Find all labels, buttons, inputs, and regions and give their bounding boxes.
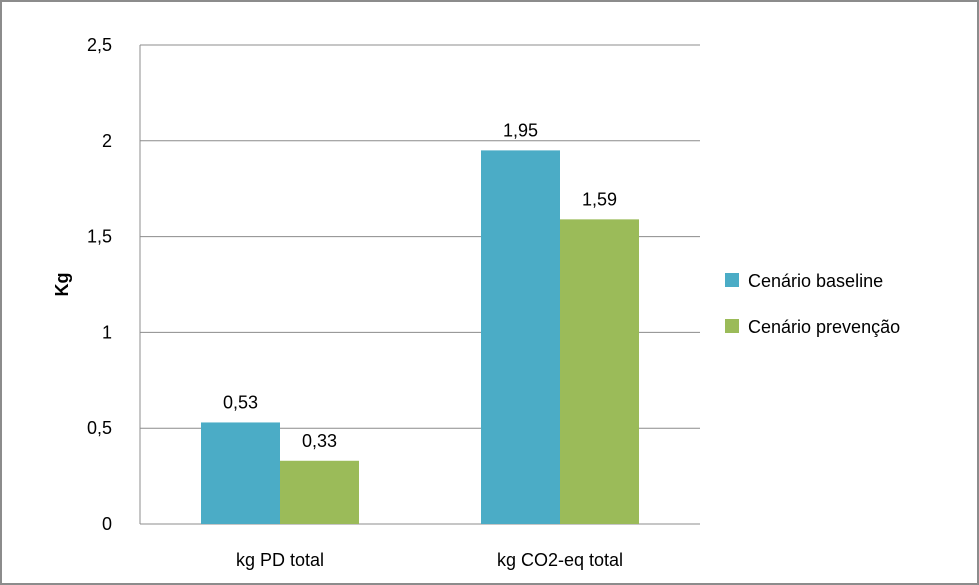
legend-swatch [725, 273, 739, 287]
legend-label: Cenário prevenção [748, 317, 900, 337]
y-tick-label: 2,5 [87, 35, 112, 55]
x-category-label: kg CO2-eq total [497, 550, 623, 570]
axes: Kg 0 0,5 1 1,5 2 2,5 kg PD total kg CO2-eq tota… [52, 35, 623, 570]
data-labels: 0,53 0,33 1,95 1,59 [223, 120, 617, 450]
bar-baseline-0 [201, 422, 280, 524]
y-tick-label: 2 [102, 131, 112, 151]
bars [201, 150, 639, 524]
bar-prevencao-1 [560, 219, 639, 524]
y-tick-label: 1,5 [87, 227, 112, 247]
legend-swatch [725, 319, 739, 333]
bar-baseline-1 [481, 150, 560, 524]
data-label: 1,59 [582, 189, 617, 209]
data-label: 0,53 [223, 392, 258, 412]
legend: Cenário baseline Cenário prevenção [725, 271, 900, 337]
data-label: 1,95 [503, 120, 538, 140]
y-tick-label: 0,5 [87, 418, 112, 438]
data-label: 0,33 [302, 431, 337, 451]
x-category-label: kg PD total [236, 550, 324, 570]
legend-label: Cenário baseline [748, 271, 883, 291]
y-tick-label: 1 [102, 322, 112, 342]
y-axis-title: Kg [52, 273, 72, 297]
y-tick-label: 0 [102, 514, 112, 534]
bar-prevencao-0 [280, 460, 359, 524]
